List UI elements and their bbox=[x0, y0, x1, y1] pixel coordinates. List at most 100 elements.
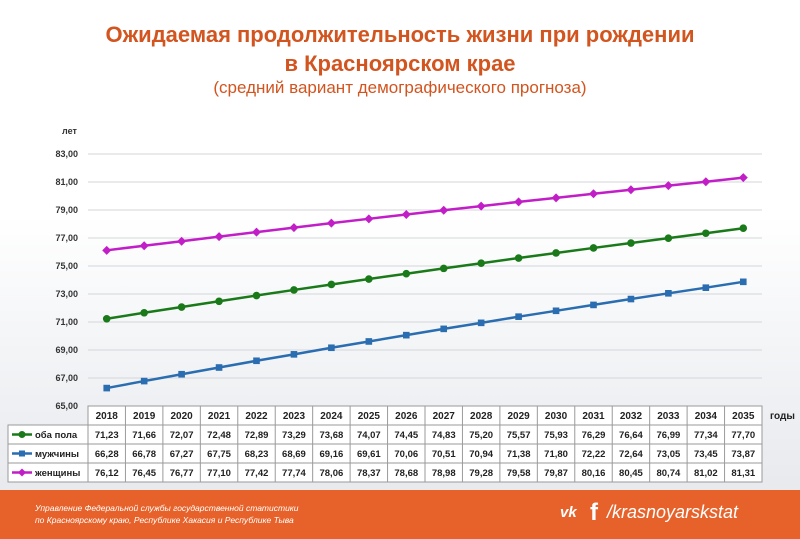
x-tick-label: 2027 bbox=[433, 411, 456, 422]
data-point bbox=[139, 241, 149, 251]
data-point bbox=[401, 209, 411, 219]
data-label: 78,37 bbox=[357, 468, 381, 479]
data-point bbox=[328, 344, 335, 352]
x-tick-label: 2030 bbox=[545, 411, 568, 422]
data-label: 78,68 bbox=[394, 468, 418, 479]
data-label: 81,02 bbox=[694, 468, 718, 479]
data-label: 74,07 bbox=[357, 430, 381, 441]
data-point bbox=[178, 370, 185, 378]
data-point bbox=[627, 295, 635, 303]
data-point bbox=[702, 229, 710, 238]
data-point bbox=[665, 290, 672, 297]
x-tick-label: 2022 bbox=[245, 411, 268, 422]
data-label: 77,70 bbox=[731, 430, 755, 441]
data-point bbox=[253, 357, 260, 365]
footer-bar: Управление Федеральной службы государств… bbox=[0, 490, 800, 539]
data-label: 77,42 bbox=[245, 468, 269, 479]
data-point bbox=[477, 319, 485, 327]
data-point bbox=[701, 177, 711, 187]
data-point bbox=[664, 234, 673, 242]
y-tick-label: 71,00 bbox=[55, 317, 78, 327]
data-label: 66,28 bbox=[95, 449, 119, 460]
data-label: 77,34 bbox=[694, 430, 718, 441]
y-axis-label: лет bbox=[62, 126, 77, 136]
data-label: 71,66 bbox=[132, 430, 156, 441]
data-point bbox=[439, 264, 448, 273]
data-point bbox=[590, 301, 597, 309]
data-label: 69,61 bbox=[357, 449, 381, 460]
data-label: 68,23 bbox=[245, 449, 269, 460]
x-tick-label: 2025 bbox=[358, 411, 381, 422]
data-label: 76,12 bbox=[95, 468, 119, 479]
data-point bbox=[215, 364, 223, 371]
data-label: 73,45 bbox=[694, 449, 718, 460]
vk-icon[interactable]: vk bbox=[560, 504, 577, 521]
x-tick-label: 2033 bbox=[657, 411, 680, 422]
data-label: 72,89 bbox=[245, 430, 269, 441]
data-label: 79,58 bbox=[507, 468, 531, 479]
x-tick-label: 2029 bbox=[507, 411, 530, 422]
data-label: 69,16 bbox=[319, 449, 343, 460]
data-label: 76,77 bbox=[170, 468, 194, 479]
data-label: 67,27 bbox=[170, 449, 194, 460]
data-label: 71,80 bbox=[544, 449, 568, 460]
data-point bbox=[327, 280, 336, 289]
x-tick-label: 2024 bbox=[320, 411, 343, 422]
data-point bbox=[102, 314, 111, 323]
data-point bbox=[103, 384, 111, 392]
chart-subtitle: (средний вариант демографического прогно… bbox=[213, 78, 587, 97]
data-label: 80,16 bbox=[582, 468, 606, 479]
y-tick-label: 79,00 bbox=[55, 205, 78, 215]
data-label: 80,45 bbox=[619, 468, 643, 479]
data-point bbox=[140, 377, 148, 385]
facebook-icon[interactable]: f bbox=[590, 499, 598, 526]
y-tick-label: 73,00 bbox=[55, 289, 78, 299]
data-point bbox=[440, 325, 448, 333]
x-tick-label: 2018 bbox=[96, 411, 119, 422]
data-point bbox=[589, 244, 598, 252]
x-tick-label: 2023 bbox=[283, 411, 306, 422]
data-label: 66,78 bbox=[132, 449, 156, 460]
chart-title-line1: Ожидаемая продолжительность жизни при ро… bbox=[105, 22, 695, 47]
data-label: 76,64 bbox=[619, 430, 643, 441]
data-label: 75,93 bbox=[544, 430, 568, 441]
legend-label: женщины bbox=[34, 468, 80, 479]
data-label: 76,29 bbox=[582, 430, 606, 441]
data-label: 72,22 bbox=[582, 449, 606, 460]
data-label: 72,64 bbox=[619, 449, 643, 460]
data-point bbox=[552, 249, 560, 257]
data-point bbox=[214, 232, 224, 242]
data-point bbox=[626, 185, 636, 195]
social-handle[interactable]: /krasnoyarskstat bbox=[607, 502, 739, 522]
data-point bbox=[289, 223, 299, 233]
data-label: 74,45 bbox=[394, 430, 418, 441]
legend-label: мужчины bbox=[35, 449, 79, 460]
data-point bbox=[514, 254, 523, 262]
y-tick-label: 75,00 bbox=[55, 261, 78, 271]
data-point bbox=[177, 303, 186, 311]
data-point bbox=[739, 278, 747, 286]
legend-marker bbox=[18, 431, 26, 438]
x-tick-label: 2031 bbox=[582, 411, 605, 422]
x-tick-label: 2026 bbox=[395, 411, 418, 422]
data-point bbox=[252, 291, 261, 300]
x-tick-label: 2019 bbox=[133, 411, 156, 422]
data-label: 77,74 bbox=[282, 468, 306, 479]
y-tick-label: 67,00 bbox=[55, 373, 78, 383]
data-point bbox=[739, 224, 748, 232]
data-point bbox=[589, 189, 598, 199]
data-label: 73,29 bbox=[282, 430, 306, 441]
data-point bbox=[439, 205, 449, 215]
footer-source-line1: Управление Федеральной службы государств… bbox=[35, 503, 299, 513]
series-line-2 bbox=[106, 280, 744, 390]
data-point bbox=[326, 218, 336, 228]
footer-source-line2: по Красноярскому краю, Республике Хакаси… bbox=[35, 515, 294, 525]
data-label: 73,05 bbox=[656, 449, 680, 460]
data-label: 77,10 bbox=[207, 468, 231, 479]
data-label: 75,57 bbox=[507, 430, 531, 441]
x-tick-label: 2034 bbox=[695, 411, 718, 422]
data-point bbox=[515, 313, 522, 320]
x-axis-label: годы bbox=[770, 411, 795, 422]
data-label: 70,51 bbox=[432, 449, 456, 460]
data-label: 80,74 bbox=[656, 468, 680, 479]
